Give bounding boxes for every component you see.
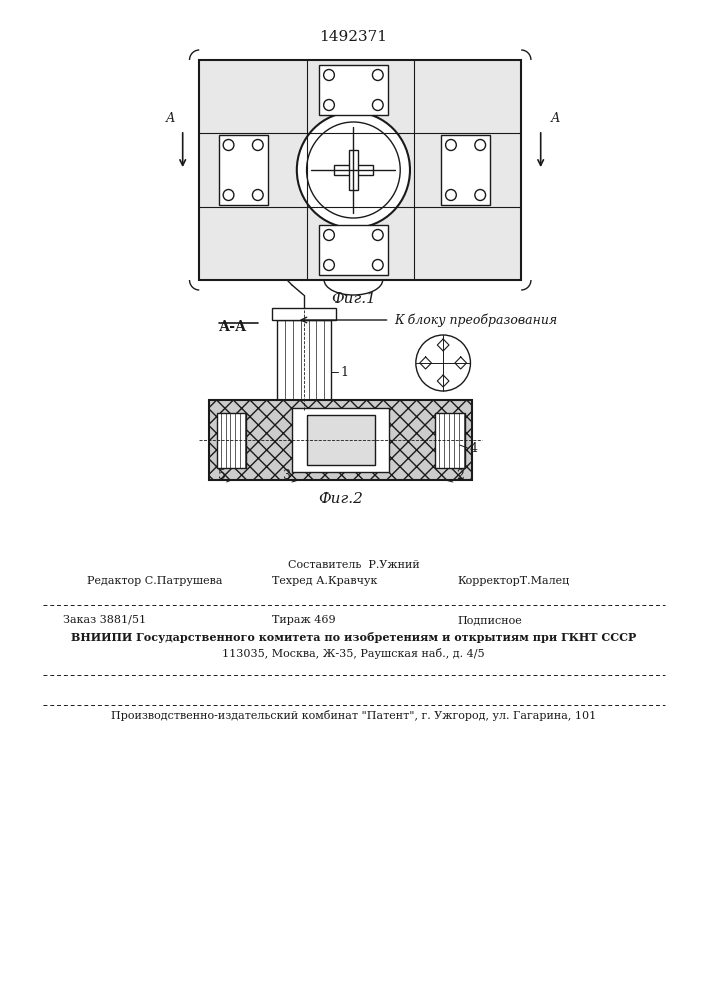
Circle shape [324,70,334,81]
Bar [320,65,387,115]
Text: А: А [551,112,560,125]
Text: 1492371: 1492371 [320,30,387,44]
Circle shape [475,139,486,150]
Circle shape [223,139,234,150]
Bar [441,135,490,205]
Circle shape [324,259,334,270]
Bar [334,165,373,175]
Circle shape [373,230,383,240]
Bar [292,408,390,472]
Text: Подписное: Подписное [457,615,522,625]
Text: Тираж 469: Тираж 469 [272,615,336,625]
Text: Составитель  Р.Ужний: Составитель Р.Ужний [288,560,419,570]
Circle shape [252,190,263,200]
Bar [218,135,267,205]
Text: 1: 1 [341,365,349,378]
Text: 3: 3 [283,469,291,482]
Bar [320,225,387,275]
Bar [217,412,246,468]
Bar [349,150,358,190]
Circle shape [223,190,234,200]
Text: Производственно-издательский комбинат "Патент", г. Ужгород, ул. Гагарина, 101: Производственно-издательский комбинат "П… [111,710,596,721]
Text: К блоку преобразования: К блоку преобразования [395,313,558,327]
Circle shape [252,139,263,150]
Text: ВНИИПИ Государственного комитета по изобретениям и открытиям при ГКНТ СССР: ВНИИПИ Государственного комитета по изоб… [71,632,636,643]
Circle shape [324,100,334,110]
Circle shape [445,190,456,200]
Text: Редактор С.Патрушева: Редактор С.Патрушева [87,576,223,586]
Bar [209,400,472,480]
Bar [272,308,336,320]
Text: Заказ 3881/51: Заказ 3881/51 [63,615,146,625]
Text: Фиг.2: Фиг.2 [318,492,363,506]
Text: 2: 2 [456,469,464,482]
Text: 113035, Москва, Ж-35, Раушская наб., д. 4/5: 113035, Москва, Ж-35, Раушская наб., д. … [222,648,485,659]
Text: КорректорТ.Малец: КорректорТ.Малец [457,576,570,586]
Circle shape [373,70,383,81]
Bar [307,415,375,465]
Text: Фиг.1: Фиг.1 [331,292,376,306]
Bar [436,412,464,468]
Text: Техред А.Кравчук: Техред А.Кравчук [272,576,378,586]
Bar [199,60,521,280]
Text: А: А [165,112,175,125]
Circle shape [297,112,410,228]
Text: А-А: А-А [218,320,247,334]
Circle shape [475,190,486,200]
Text: 4: 4 [469,442,477,454]
Circle shape [373,259,383,270]
Circle shape [445,139,456,150]
Circle shape [373,100,383,110]
Bar [277,320,331,400]
Circle shape [324,230,334,240]
Text: 5: 5 [218,469,226,482]
